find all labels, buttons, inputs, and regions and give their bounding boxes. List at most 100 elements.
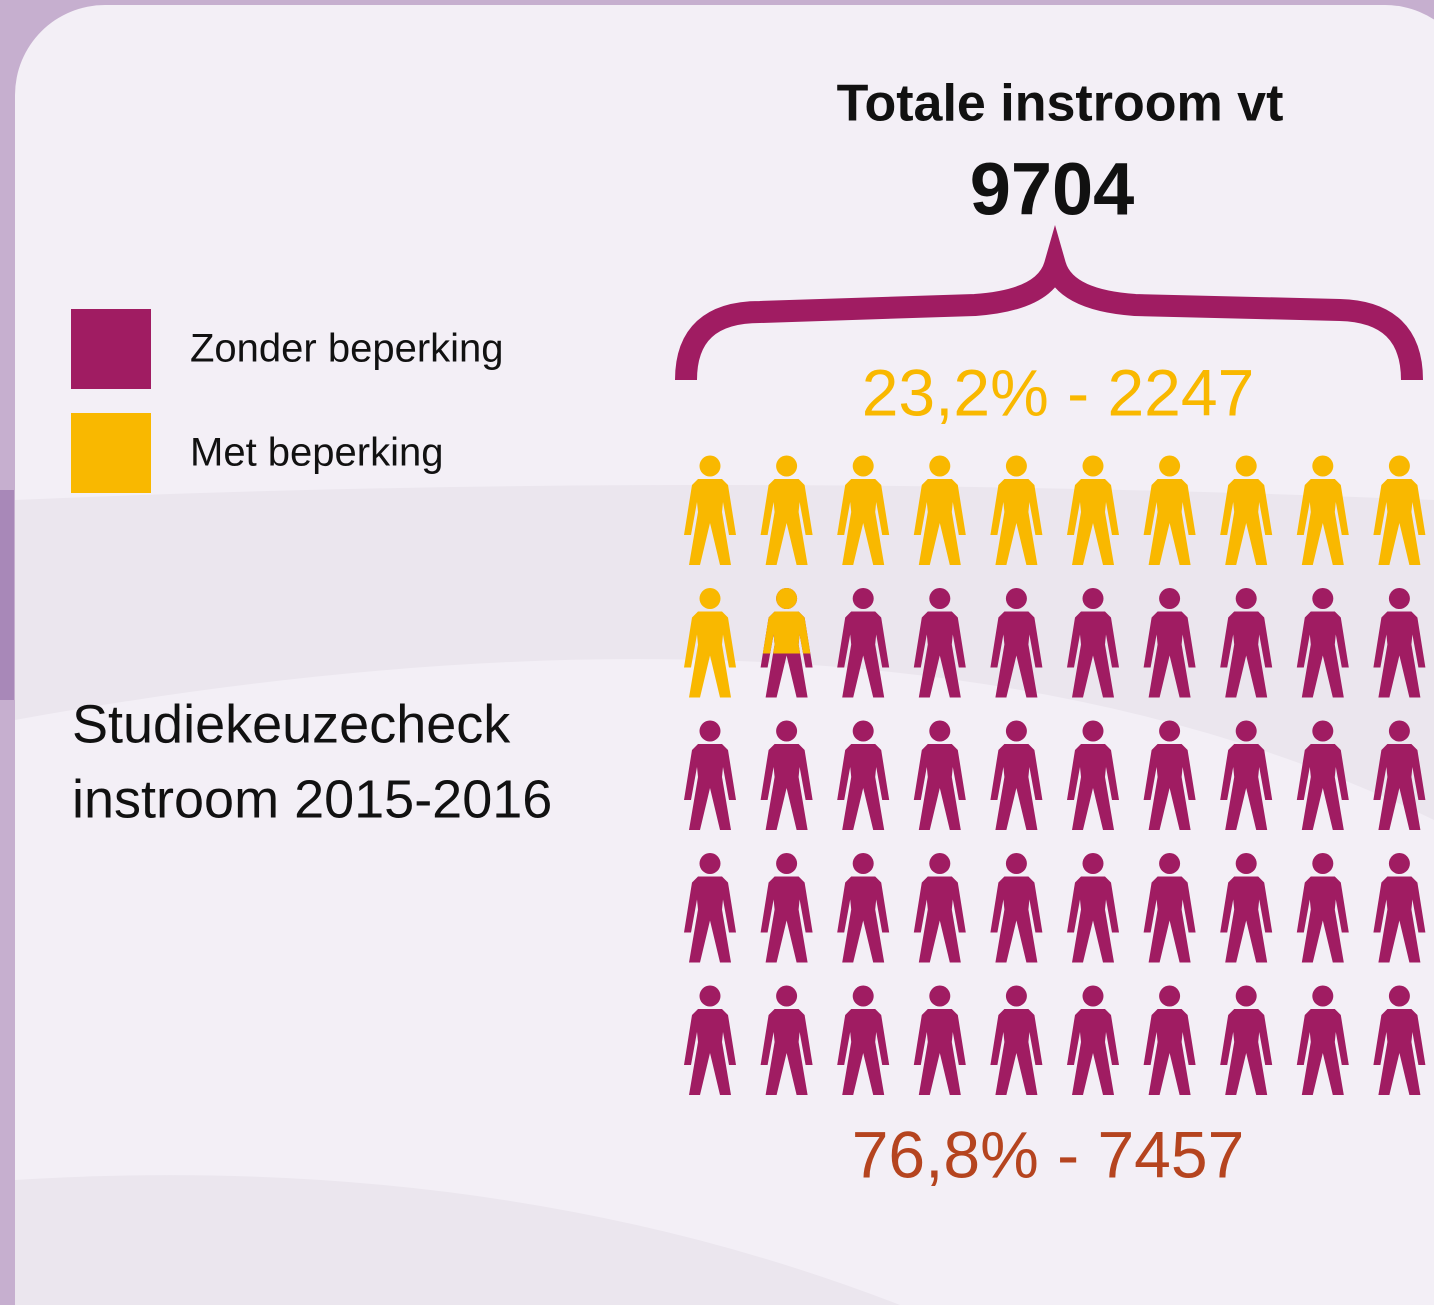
icon-part: [1220, 455, 1273, 565]
icon-body: [760, 744, 813, 830]
icon-body: [1373, 611, 1426, 698]
legend-swatch: [71, 413, 151, 493]
icon-part: [1373, 720, 1426, 830]
icon-part: [684, 853, 736, 963]
icon-body: [1067, 1009, 1119, 1095]
icon-head: [1159, 853, 1181, 874]
icon-part: [837, 853, 890, 963]
person-icon: [990, 853, 1043, 963]
icon-part: [1143, 985, 1196, 1095]
person-icon: [760, 720, 813, 830]
icon-head: [1159, 985, 1181, 1007]
icon-head: [1312, 720, 1334, 742]
icon-head: [1159, 720, 1181, 742]
icon-body: [1220, 479, 1273, 565]
icon-head: [1312, 455, 1334, 477]
icon-body: [1143, 876, 1196, 963]
icon-part: [1143, 853, 1196, 963]
series-label: 23,2% - 2247: [862, 355, 1255, 429]
icon-head: [929, 455, 951, 477]
icon-head: [1082, 455, 1104, 477]
person-icon: [1373, 455, 1426, 565]
icon-body: [913, 479, 966, 565]
icon-part: [760, 455, 813, 565]
icon-part: [760, 853, 813, 963]
icon-head: [776, 455, 798, 477]
icon-part: [1067, 588, 1119, 698]
icon-part: [837, 720, 890, 830]
icon-part: [1067, 455, 1119, 565]
person-icon: [760, 853, 813, 963]
icon-head: [776, 853, 798, 874]
icon-head: [699, 720, 721, 742]
person-icon: [1296, 455, 1349, 565]
caption: Studiekeuzecheck: [72, 694, 511, 754]
icon-body: [1143, 744, 1196, 830]
icon-part: [1373, 985, 1426, 1095]
icon-head: [1005, 720, 1027, 742]
icon-body: [1220, 1009, 1273, 1095]
icon-part: [684, 588, 736, 698]
icon-part: [837, 588, 890, 698]
icon-part: [913, 853, 966, 963]
icon-body: [837, 611, 890, 698]
person-icon: [837, 985, 890, 1095]
icon-head: [1388, 455, 1410, 477]
icon-body: [837, 744, 890, 830]
person-icon: [1296, 853, 1349, 963]
icon-head: [852, 455, 874, 477]
person-icon: [1143, 455, 1196, 565]
icon-head: [1388, 588, 1410, 609]
person-icon: [1220, 853, 1273, 963]
icon-body: [990, 744, 1043, 830]
icon-head: [1005, 985, 1027, 1007]
icon-part: [1143, 455, 1196, 565]
icon-part: [1373, 853, 1426, 963]
icon-part: [684, 720, 736, 830]
icon-head: [929, 985, 951, 1007]
total: 9704: [970, 148, 1135, 231]
icon-head: [1388, 985, 1410, 1007]
icon-body: [1373, 744, 1426, 830]
icon-head: [929, 853, 951, 874]
icon-head: [1082, 588, 1104, 609]
person-icon: [913, 853, 966, 963]
icon-part: [760, 720, 813, 830]
icon-body: [1067, 479, 1119, 565]
icon-body: [684, 479, 736, 565]
icon-head: [1235, 455, 1257, 477]
icon-head: [776, 720, 798, 742]
icon-body: [1296, 744, 1349, 830]
person-icon: [1296, 985, 1349, 1095]
icon-part: [913, 985, 966, 1095]
icon-part: [1143, 588, 1196, 698]
icon-head: [699, 455, 721, 477]
person-icon: [1143, 588, 1196, 698]
icon-head: [1235, 853, 1257, 874]
icon-part: [1067, 853, 1119, 963]
icon-body: [990, 876, 1043, 963]
icon-body: [684, 744, 736, 830]
person-icon: [1296, 588, 1349, 698]
icon-part: [990, 720, 1043, 830]
icon-head: [1312, 853, 1334, 874]
person-icon: [1373, 985, 1426, 1095]
icon-body: [913, 744, 966, 830]
brace: [675, 225, 1423, 381]
person-icon: [760, 455, 813, 565]
icon-body: [837, 1009, 890, 1095]
person-icon: [913, 985, 966, 1095]
icon-body: [913, 1009, 966, 1095]
person-icon: [990, 588, 1043, 698]
title: Totale instroom vt: [837, 75, 1284, 133]
icon-part: [1296, 588, 1349, 698]
icon-head: [1159, 588, 1181, 609]
person-icon: [837, 853, 890, 963]
icon-head: [699, 985, 721, 1007]
icon-body: [684, 1009, 736, 1095]
icon-body: [684, 876, 736, 963]
icon-body: [1067, 611, 1119, 698]
icon-body: [990, 611, 1043, 698]
person-icon: [913, 455, 966, 565]
person-icon: [684, 720, 736, 830]
